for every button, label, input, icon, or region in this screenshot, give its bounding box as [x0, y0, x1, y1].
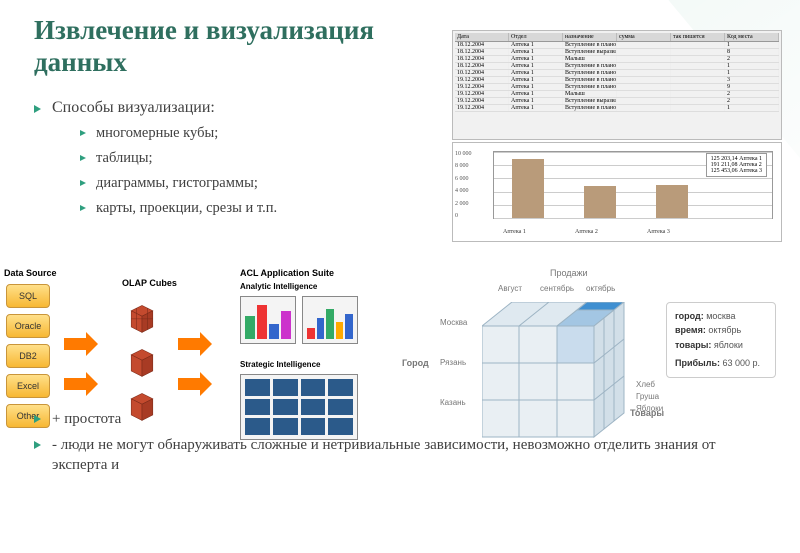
chart-bar [656, 185, 688, 218]
left-column: Способы визуализации: многомерные кубы; т… [34, 93, 374, 225]
datasource-pill: SQL [6, 284, 50, 308]
info-k: город: [675, 311, 704, 321]
olap-cube-icon [124, 300, 160, 336]
table-row: 18.12.2004Аптека 1Вступление в планово-з… [455, 63, 779, 70]
table-row: 18.12.2004Аптека 1Вступление выразил за … [455, 49, 779, 56]
mini-bar-chart: 0 2 000 4 000 6 000 8 000 10 000 Аптека 1 Апте… [452, 142, 782, 242]
cube-info-box: город: москва время: октябрь товары: ябл… [666, 302, 776, 378]
legend-item: 125 453,06 Аптека 3 [711, 168, 762, 174]
bottom-bullet: + простота [34, 409, 734, 429]
mini-table: ДатаОтделназначениесумматак пишетсяКод м… [452, 30, 782, 140]
axis-left-lbl: Рязань [440, 358, 466, 367]
axis-left: Город [402, 358, 429, 368]
datasource-pill: DB2 [6, 344, 50, 368]
sub-bullet: карты, проекции, срезы и т.п. [80, 200, 374, 217]
sub-bullet: таблицы; [80, 150, 374, 167]
bullet-heading-text: Способы визуализации: [52, 99, 215, 116]
strategic-thumb [240, 374, 358, 440]
table-row: 19.12.2004Аптека 1Вступление выразил зас… [455, 98, 779, 105]
table-row: 18.12.2004Аптека 1Малыш2 [455, 56, 779, 63]
ytick: 4 000 [455, 188, 469, 194]
strategic-label: Strategic Intelligence [240, 360, 320, 369]
ytick: 10 000 [455, 151, 472, 157]
olap-cube-icon [124, 344, 160, 380]
axis-top-lbl: сентябрь [540, 284, 574, 293]
bullet-heading: Способы визуализации: многомерные кубы; т… [34, 99, 374, 217]
arrow-icon [64, 372, 98, 396]
axis-left-lbl: Москва [440, 318, 467, 327]
table-header: Дата [455, 33, 509, 41]
info-k: товары: [675, 340, 711, 350]
arrow-icon [178, 372, 212, 396]
chart-bar [584, 186, 616, 218]
axis-bottom-lbl: Груша [636, 392, 659, 401]
datasource-pill: Excel [6, 374, 50, 398]
arrow-icon [178, 332, 212, 356]
table-row: 19.12.2004Аптека 1Вступление в планово-з… [455, 84, 779, 91]
xtick: Аптека 1 [503, 229, 526, 235]
ytick: 2 000 [455, 201, 469, 207]
table-row: 19.12.2004Аптека 1Вступление в планово-з… [455, 77, 779, 84]
table-row: 19.12.2004Аптека 1Вступление в планово-з… [455, 105, 779, 112]
info-k: время: [675, 325, 706, 335]
ytick: 0 [455, 213, 458, 219]
info-v: яблоки [714, 340, 743, 350]
analytic-label: Analytic Intelligence [240, 282, 317, 291]
table-chart-figure: ДатаОтделназначениесумматак пишетсяКод м… [452, 30, 782, 242]
sub-bullet: диаграммы, гистограммы; [80, 175, 374, 192]
datasource-label: Data Source [4, 268, 57, 278]
ytick: 8 000 [455, 163, 469, 169]
table-row: 19.12.2004Аптека 1Малыш2 [455, 91, 779, 98]
table-header: назначение [563, 33, 617, 41]
arrow-icon [64, 332, 98, 356]
table-header: сумма [617, 33, 671, 41]
table-header: Код места [725, 33, 779, 41]
ytick: 6 000 [455, 176, 469, 182]
axis-top: Продажи [550, 268, 588, 278]
axis-top-lbl: октябрь [586, 284, 615, 293]
xtick: Аптека 2 [575, 229, 598, 235]
acl-suite-label: ACL Application Suite [240, 268, 334, 278]
analytic-thumb [302, 296, 358, 344]
chart-bar [512, 159, 544, 218]
xtick: Аптека 3 [647, 229, 670, 235]
slide: Извлечение и визуализация данных Способы… [0, 0, 800, 496]
sub-bullet: многомерные кубы; [80, 125, 374, 142]
table-row: 10.12.2004Аптека 1Вступление в планово-з… [455, 70, 779, 77]
info-v: октябрь [708, 325, 741, 335]
olap-label: OLAP Cubes [122, 278, 177, 288]
pipeline-diagram: Data Source SQLOracleDB2ExcelOther OLAP … [2, 272, 372, 462]
info-v: 63 000 р. [723, 358, 761, 368]
axis-left-lbl: Казань [440, 398, 466, 407]
analytic-thumb [240, 296, 296, 344]
datasource-pill: Oracle [6, 314, 50, 338]
slide-title: Извлечение и визуализация данных [34, 14, 454, 79]
bottom-bullets: + простота - люди не могут обнаруживать с… [34, 409, 774, 476]
bottom-bullet: - люди не могут обнаруживать сложные и н… [34, 435, 734, 476]
info-v: москва [706, 311, 735, 321]
table-header: так пишется [671, 33, 725, 41]
axis-bottom-lbl: Хлеб [636, 380, 655, 389]
table-header: Отдел [509, 33, 563, 41]
info-k: Прибыль: [675, 358, 720, 368]
axis-top-lbl: Август [498, 284, 522, 293]
table-row: 18.12.2004Аптека 1Вступление в планово-з… [455, 42, 779, 49]
